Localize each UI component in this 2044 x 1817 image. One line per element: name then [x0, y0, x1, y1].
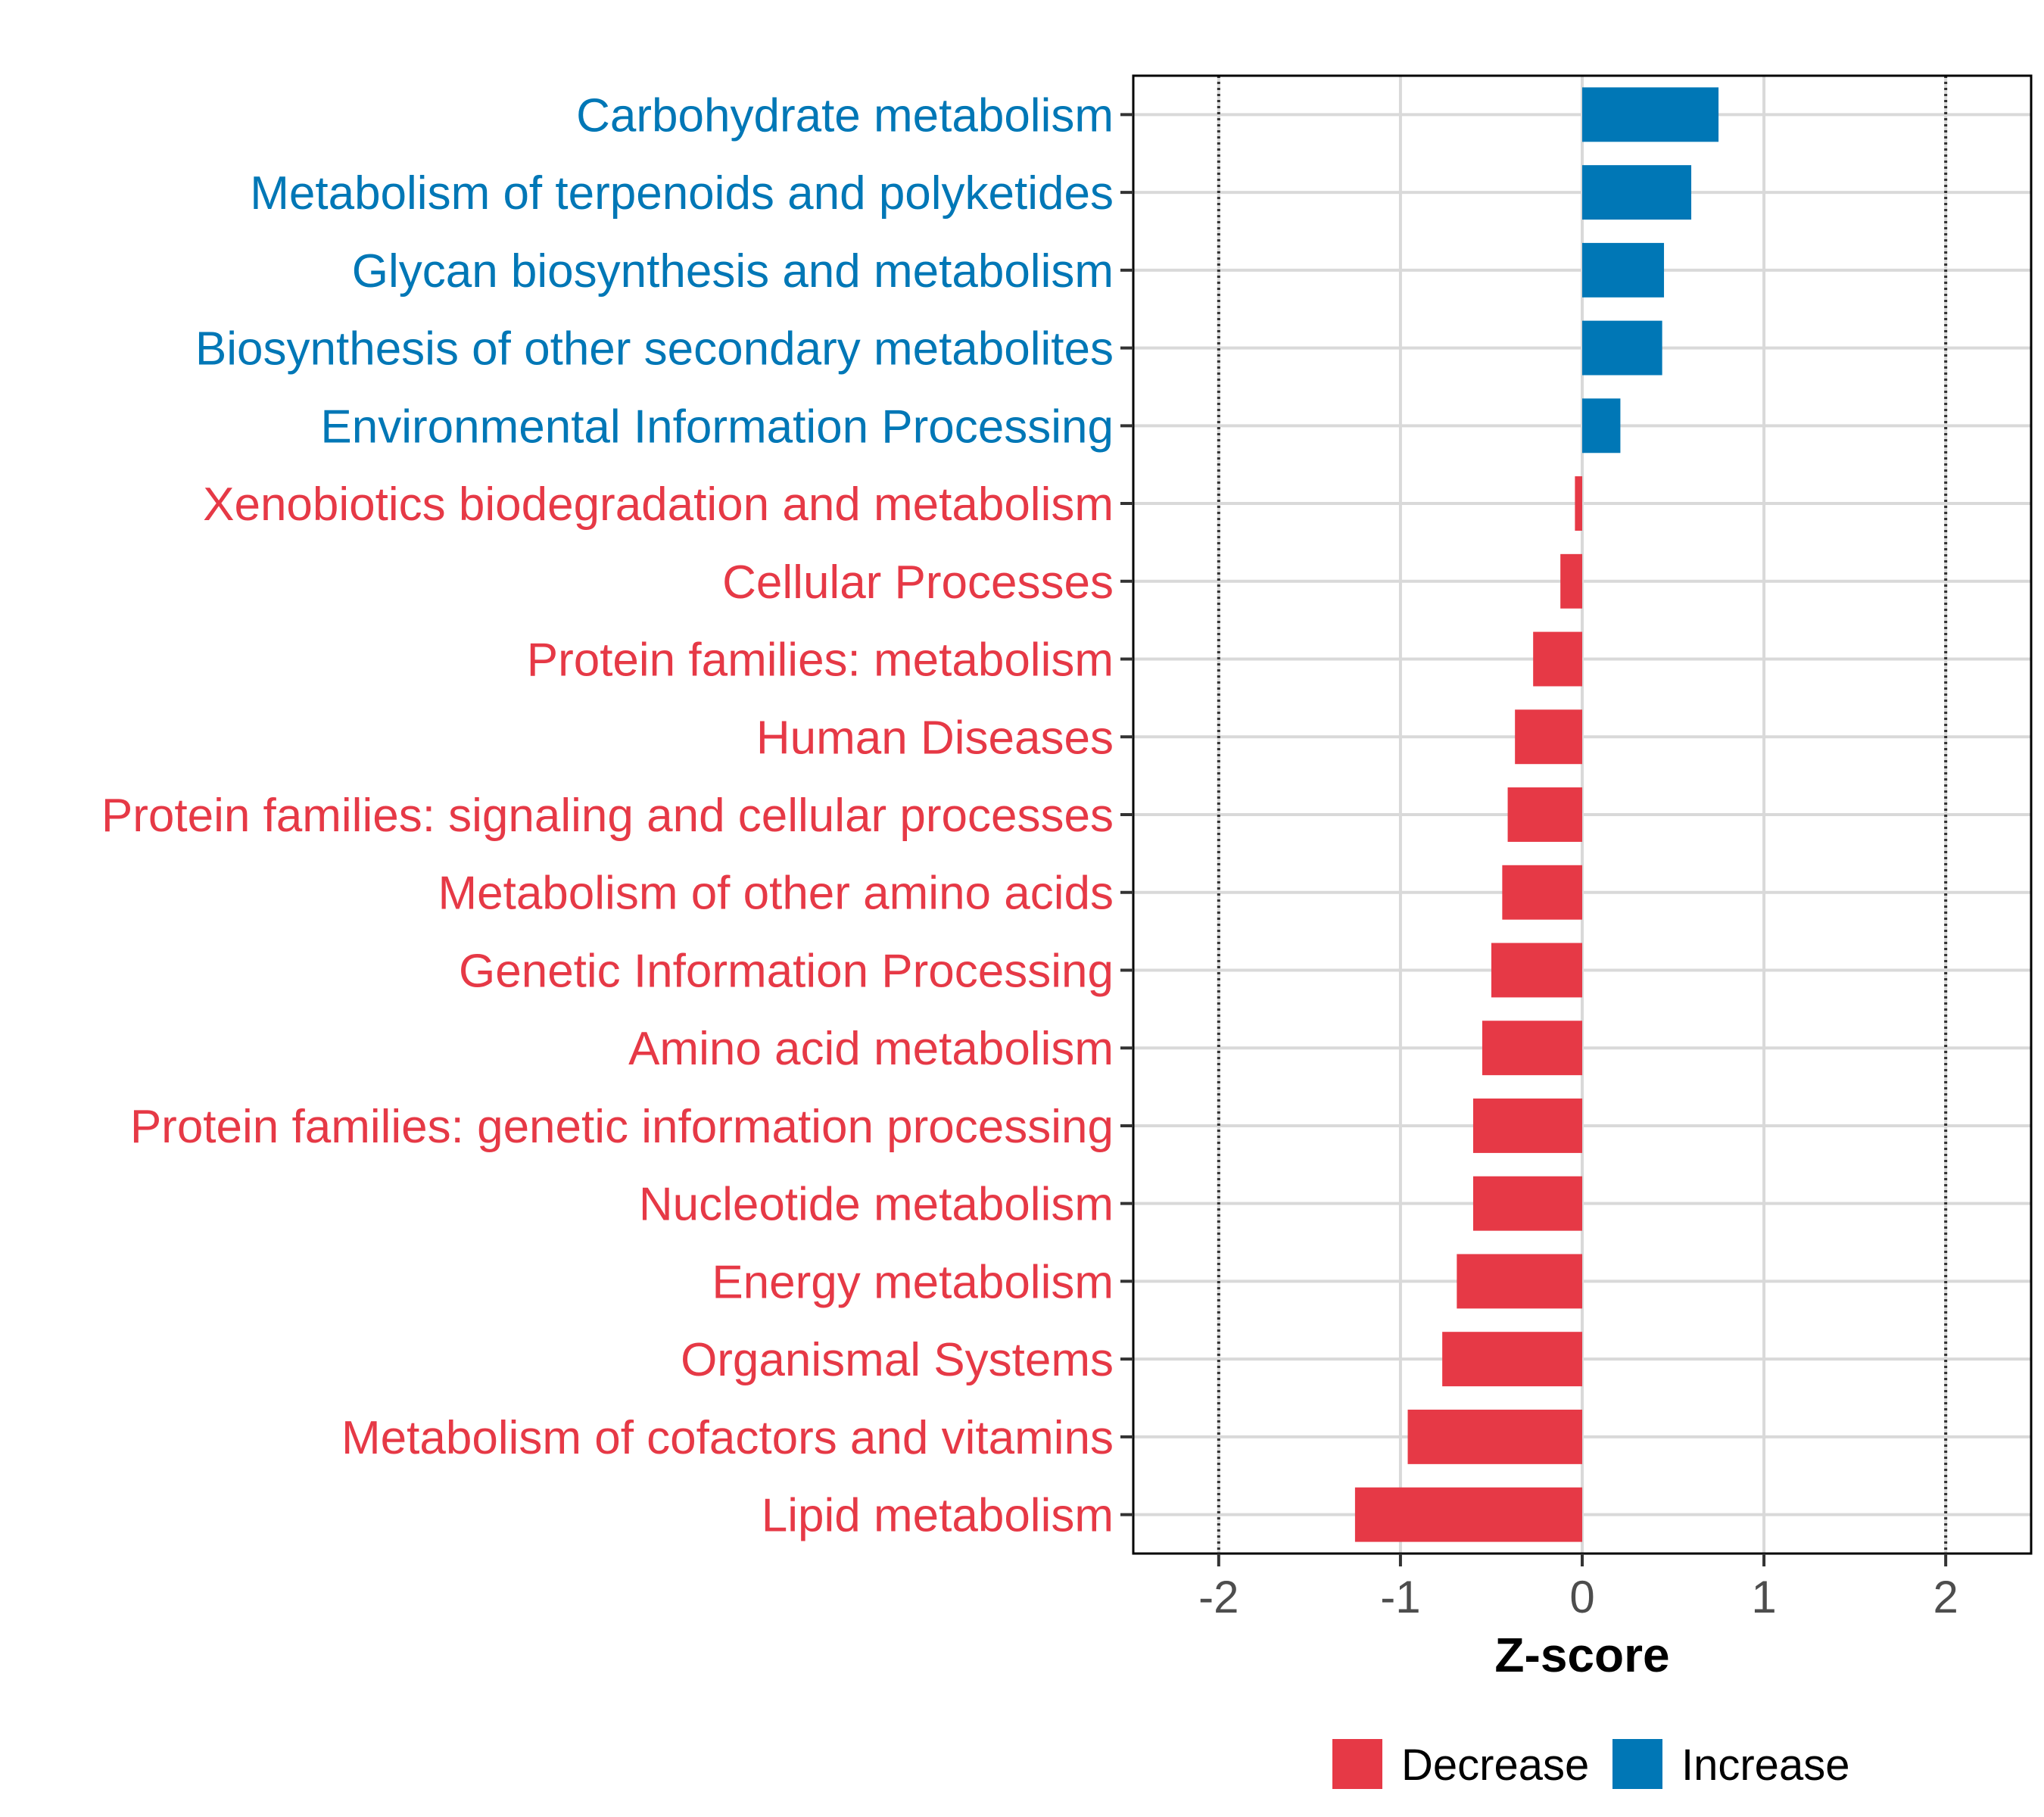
bars	[1354, 87, 1719, 1542]
x-tick-label: -2	[1198, 1572, 1239, 1622]
y-tick-label: Organismal Systems	[681, 1334, 1114, 1386]
bar	[1472, 1098, 1582, 1153]
bar	[1582, 165, 1692, 220]
bar	[1575, 476, 1582, 531]
bar	[1502, 865, 1582, 920]
x-axis-ticks: -2 -1 0 1 2	[1198, 1554, 1958, 1622]
y-tick-label: Environmental Information Processing	[320, 400, 1114, 453]
y-tick-label: Nucleotide metabolism	[639, 1179, 1114, 1231]
y-tick-label: Lipid metabolism	[762, 1490, 1114, 1542]
y-tick-label: Genetic Information Processing	[459, 945, 1114, 997]
bar	[1442, 1332, 1582, 1387]
bar	[1582, 320, 1662, 376]
y-tick-label: Protein families: metabolism	[527, 634, 1114, 687]
bar	[1491, 943, 1582, 998]
bar	[1472, 1176, 1582, 1231]
y-axis-ticks	[1120, 113, 1133, 1516]
bar	[1582, 242, 1665, 298]
y-tick-label: Energy metabolism	[712, 1256, 1114, 1308]
x-tick-label: 0	[1569, 1572, 1594, 1622]
y-tick-label: Human Diseases	[756, 712, 1114, 764]
bar	[1582, 87, 1719, 142]
y-tick-label: Glycan biosynthesis and metabolism	[352, 245, 1114, 298]
y-tick-label: Protein families: genetic information pr…	[130, 1101, 1114, 1153]
reference-lines	[1217, 76, 1948, 1554]
x-tick-label: 2	[1933, 1572, 1958, 1622]
bar	[1407, 1409, 1582, 1464]
y-tick-label: Metabolism of terpenoids and polyketides	[250, 167, 1114, 220]
y-axis-labels: Carbohydrate metabolism Metabolism of ter…	[101, 89, 1114, 1541]
legend-swatch	[1332, 1739, 1382, 1789]
y-tick-label: Cellular Processes	[722, 556, 1114, 609]
legend: Decrease Increase	[1332, 1739, 1849, 1790]
bar	[1482, 1021, 1582, 1076]
x-tick-label: -1	[1380, 1572, 1420, 1622]
y-tick-label: Amino acid metabolism	[628, 1023, 1114, 1075]
bar	[1533, 631, 1582, 687]
bar	[1560, 553, 1582, 609]
bar	[1582, 398, 1621, 453]
x-axis-title: Z-score	[1494, 1628, 1669, 1682]
y-tick-label: Carbohydrate metabolism	[576, 89, 1114, 142]
x-tick-label: 1	[1751, 1572, 1776, 1622]
y-tick-label: Metabolism of other amino acids	[438, 868, 1114, 920]
legend-swatch	[1612, 1739, 1662, 1789]
legend-label: Increase	[1681, 1741, 1849, 1790]
bar	[1507, 787, 1582, 842]
bar	[1354, 1487, 1582, 1542]
y-tick-label: Biosynthesis of other secondary metaboli…	[195, 323, 1114, 376]
legend-label: Decrease	[1401, 1741, 1589, 1790]
bar	[1515, 709, 1582, 765]
bar	[1457, 1254, 1582, 1309]
y-tick-label: Xenobiotics biodegradation and metabolis…	[203, 478, 1114, 531]
y-tick-label: Protein families: signaling and cellular…	[101, 790, 1114, 842]
y-tick-label: Metabolism of cofactors and vitamins	[341, 1412, 1114, 1464]
